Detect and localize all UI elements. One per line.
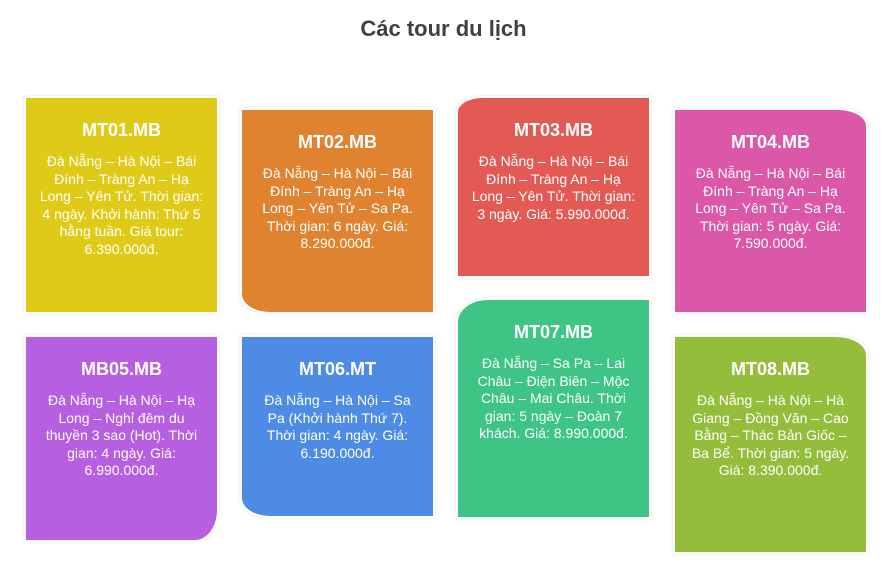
tour-code: MB05.MB — [80, 359, 162, 379]
tour-description: Đà Nẵng – Sa Pa – Lai Châu – Điện Biên –… — [477, 355, 630, 441]
tour-card-mb05[interactable]: MB05.MB Đà Nẵng – Hà Nội – Hạ Long – Ngh… — [26, 337, 217, 540]
tour-code: MT06.MT — [298, 359, 376, 379]
tour-card-mt04[interactable]: MT04.MB Đà Nẵng – Hà Nội – Bái Đính – Tr… — [675, 110, 866, 312]
tour-description: Đà Nẵng – Hà Nội – Bái Đính – Tràng An –… — [262, 165, 413, 251]
tour-code: MT04.MB — [730, 132, 810, 152]
tour-card-mt06[interactable]: MT06.MT Đà Nẵng – Hà Nội – Sa Pa (Khởi h… — [242, 337, 433, 516]
tour-description: Đà Nẵng – Hà Nội – Bái Đính – Tràng An –… — [39, 153, 204, 257]
tour-code: MT02.MB — [297, 132, 377, 152]
tour-card-mt08[interactable]: MT08.MB Đà Nẵng – Hà Nội – Hà Giang – Đồ… — [675, 337, 866, 552]
tour-card-mt03[interactable]: MT03.MB Đà Nẵng – Hà Nội – Bái Đính – Tr… — [458, 98, 649, 276]
tour-code: MT07.MB — [513, 322, 593, 342]
tour-card-mt01[interactable]: MT01.MB Đà Nẵng – Hà Nội – Bái Đính – Tr… — [26, 98, 217, 312]
tour-card-mt02[interactable]: MT02.MB Đà Nẵng – Hà Nội – Bái Đính – Tr… — [242, 110, 433, 312]
tour-code: MT08.MB — [730, 359, 810, 379]
tour-code: MT01.MB — [81, 120, 161, 140]
tour-card-mt07[interactable]: MT07.MB Đà Nẵng – Sa Pa – Lai Châu – Điệ… — [458, 300, 649, 517]
tour-code: MT03.MB — [513, 120, 593, 140]
tour-description: Đà Nẵng – Hà Nội – Bái Đính – Tràng An –… — [695, 165, 846, 251]
tour-description: Đà Nẵng – Hà Nội – Hà Giang – Đồng Văn –… — [691, 392, 850, 478]
tour-description: Đà Nẵng – Hà Nội – Hạ Long – Nghỉ đêm du… — [45, 392, 198, 478]
tour-description: Đà Nẵng – Hà Nội – Sa Pa (Khởi hành Thứ … — [264, 392, 411, 461]
tour-description: Đà Nẵng – Hà Nội – Bái Đính – Tràng An –… — [471, 153, 636, 222]
page-title: Các tour du lịch — [360, 16, 527, 41]
